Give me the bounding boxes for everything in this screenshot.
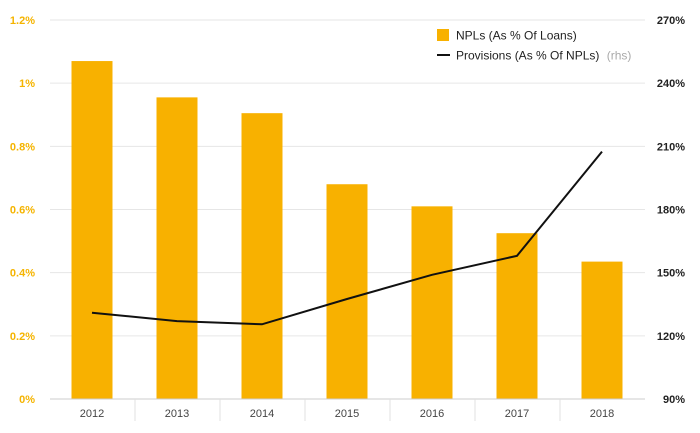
y-left-tick-label: 1.2% — [10, 15, 35, 27]
axes: 0% 0.2% 0.4% 0.6% 0.8% 1% 1.2% 90% 120% 150% 180% 2… — [10, 15, 685, 421]
y-right-tick-label: 210% — [657, 141, 685, 153]
y-left-tick-label: 1% — [19, 78, 35, 90]
legend-provisions-text: Provisions (As % Of NPLs) — [456, 49, 599, 63]
x-tick-label: 2014 — [250, 408, 274, 420]
npl-bar-2018 — [581, 261, 623, 399]
npl-bar-2014 — [241, 113, 283, 399]
y-left-tick-label: 0% — [19, 394, 35, 406]
x-tick-label: 2017 — [505, 408, 529, 420]
npl-bar-2012 — [71, 61, 113, 399]
y-right-tick-label: 240% — [657, 78, 685, 90]
legend-npl-swatch — [437, 29, 449, 41]
npl-bar-2015 — [326, 184, 368, 399]
y-right-tick-label: 180% — [657, 205, 685, 217]
npl-bars — [71, 61, 623, 400]
y-left-tick-label: 0.4% — [10, 268, 35, 280]
provisions-line — [91, 150, 603, 326]
y-left-tick-label: 0.2% — [10, 331, 35, 343]
x-tick-label: 2016 — [420, 408, 444, 420]
y-right-tick-label: 270% — [657, 15, 685, 27]
x-tick-label: 2012 — [80, 408, 104, 420]
y-right-tick-label: 150% — [657, 268, 685, 280]
npl-bar-2013 — [156, 97, 198, 400]
legend-rhs-note: (rhs) — [607, 49, 632, 63]
y-right-tick-label: 120% — [657, 331, 685, 343]
legend-npl-label: NPLs (As % Of Loans) — [456, 29, 577, 43]
npl-bar-2016 — [411, 206, 453, 399]
y-right-tick-label: 90% — [663, 394, 685, 406]
legend: NPLs (As % Of Loans) Provisions (As % Of… — [437, 29, 631, 63]
x-tick-label: 2015 — [335, 408, 359, 420]
y-left-tick-label: 0.8% — [10, 141, 35, 153]
y-left-tick-label: 0.6% — [10, 205, 35, 217]
x-tick-label: 2013 — [165, 408, 189, 420]
x-tick-label: 2018 — [590, 408, 614, 420]
npl-bar-2017 — [496, 233, 538, 399]
legend-provisions-label: Provisions (As % Of NPLs) (rhs) — [456, 49, 631, 63]
